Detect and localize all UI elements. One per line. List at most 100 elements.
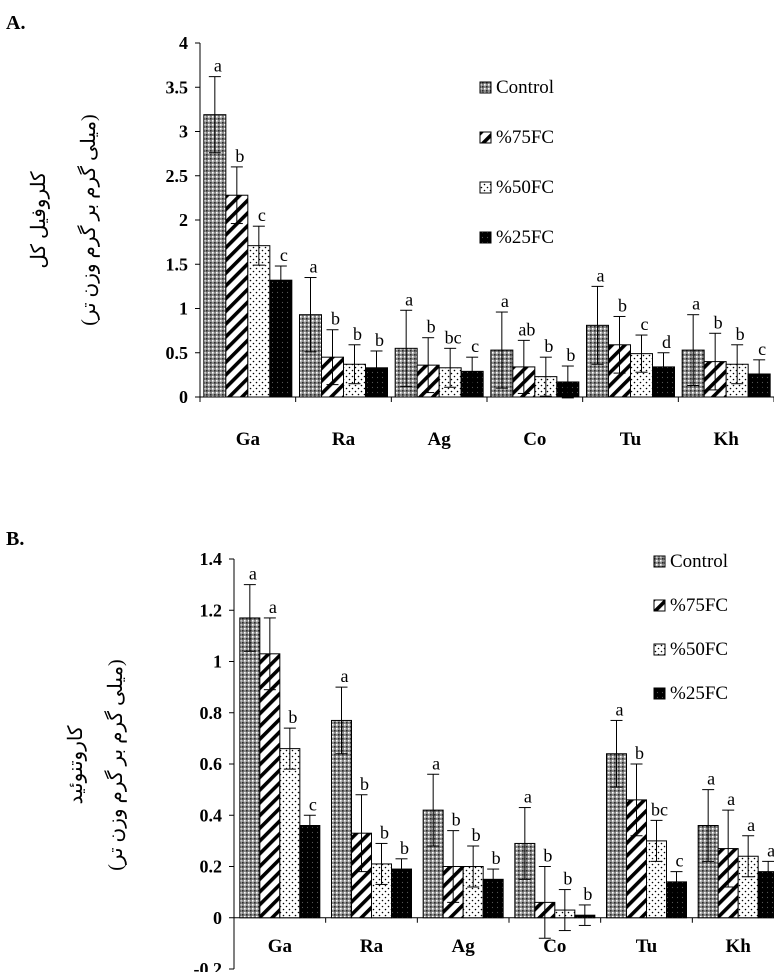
significance-letter: d [662,332,671,352]
significance-letter: a [747,815,755,835]
significance-letter: c [758,339,766,359]
x-tick-label: Ag [428,429,452,450]
legend-swatch [653,687,666,700]
significance-letter: a [597,265,605,285]
y-tick-label: 1.4 [200,549,223,569]
y-axis-title: کلروفیل کل [28,171,50,269]
significance-letter: b [380,822,389,842]
significance-letter: b [566,345,575,365]
significance-letter: a [707,769,715,789]
legend-swatch [479,231,492,244]
y-tick-label: 0.6 [200,754,223,774]
legend-label: Control [496,77,554,98]
significance-letter: a [501,291,509,311]
x-tick-label: Ga [236,429,261,450]
x-tick-label: Co [543,936,566,957]
panel-b: B. -0.2 0 0.2 0.4 0.6 0.8 1 1.2 1.4 Ga Ra Ag Co Tu Kh a… [0,500,774,972]
y-tick-label: 3.5 [166,77,189,97]
significance-letter: b [452,810,461,830]
x-tick-label: Kh [725,936,751,957]
y-tick-label: 0.8 [200,703,223,723]
legend-swatch [479,131,492,144]
significance-letter: b [543,846,552,866]
legend-label: %50FC [670,639,728,660]
y-tick-label: -0.2 [194,959,223,972]
legend-swatch [653,555,666,568]
legend-label: %50FC [496,177,554,198]
x-tick-label: Ra [332,429,356,450]
legend-swatch [653,599,666,612]
significance-letter: bc [651,799,668,819]
bar [757,871,774,919]
significance-letter: b [331,309,340,329]
significance-letter: a [616,699,624,719]
y-tick-label: 0.4 [200,805,223,825]
significance-letter: b [427,317,436,337]
y-axis-title: کاروتنوئید [65,725,87,804]
significance-letter: b [714,312,723,332]
legend-swatch [479,181,492,194]
significance-letter: bc [445,327,462,347]
x-tick-label: Ga [268,936,293,957]
y-tick-label: 0.5 [166,343,189,363]
legend-swatch [653,643,666,656]
significance-letter: a [249,564,257,584]
legend-swatch [479,81,492,94]
significance-letter: b [353,324,362,344]
x-tick-label: Tu [636,936,658,957]
significance-letter: a [524,787,532,807]
y-tick-label: 0 [179,387,188,407]
y-tick-label: 1 [179,299,188,319]
bar [269,279,293,398]
significance-letter: a [214,56,222,76]
significance-letter: b [635,743,644,763]
significance-letter: b [235,146,244,166]
significance-letter: a [310,257,318,277]
significance-letter: b [736,324,745,344]
significance-letter: a [727,789,735,809]
legend-label: Control [670,551,728,572]
significance-letter: c [280,245,288,265]
significance-letter: c [258,205,266,225]
significance-letter: b [360,774,369,794]
y-tick-label: 0.2 [200,857,223,877]
y-tick-label: 1.5 [166,254,189,274]
significance-letter: ab [518,319,535,339]
significance-letter: b [544,336,553,356]
y-tick-label: 0 [213,908,222,928]
chart-b: -0.200.20.40.60.811.21.4Ga Ra Ag Co Tu Khaaaa… [65,549,774,972]
significance-letter: c [676,851,684,871]
significance-letter: b [472,825,481,845]
significance-letter: b [288,707,297,727]
x-tick-label: Kh [713,429,739,450]
significance-letter: b [583,884,592,904]
legend-label: %25FC [496,227,554,248]
significance-letter: a [269,597,277,617]
significance-letter: a [341,666,349,686]
x-tick-label: Ra [360,936,384,957]
x-tick-label: Tu [620,429,642,450]
x-tick-label: Ag [452,936,476,957]
y-tick-label: 2.5 [166,166,189,186]
y-tick-label: 3 [179,122,188,142]
y-axis-unit: (میلی گرم بر گرم وزن تر) [77,114,100,325]
significance-letter: c [471,336,479,356]
panel-label: A. [6,12,26,34]
panel-a: A. 0 0.5 1 1.5 2 2.5 3 3.5 4 Ga Ra Ag Co Tu Kh a a a a a a b b… [0,0,774,470]
legend-label: %25FC [670,683,728,704]
significance-letter: b [375,330,384,350]
significance-letter: c [309,794,317,814]
y-tick-label: 1 [213,652,222,672]
significance-letter: b [618,295,627,315]
bar [225,194,249,398]
significance-letter: a [692,294,700,314]
significance-letter: b [492,848,501,868]
panel-label: B. [6,528,25,550]
legend-label: %75FC [496,127,554,148]
significance-letter: a [767,840,774,860]
significance-letter: a [405,289,413,309]
significance-letter: a [432,753,440,773]
y-tick-label: 1.2 [200,600,223,620]
legend-label: %75FC [670,595,728,616]
